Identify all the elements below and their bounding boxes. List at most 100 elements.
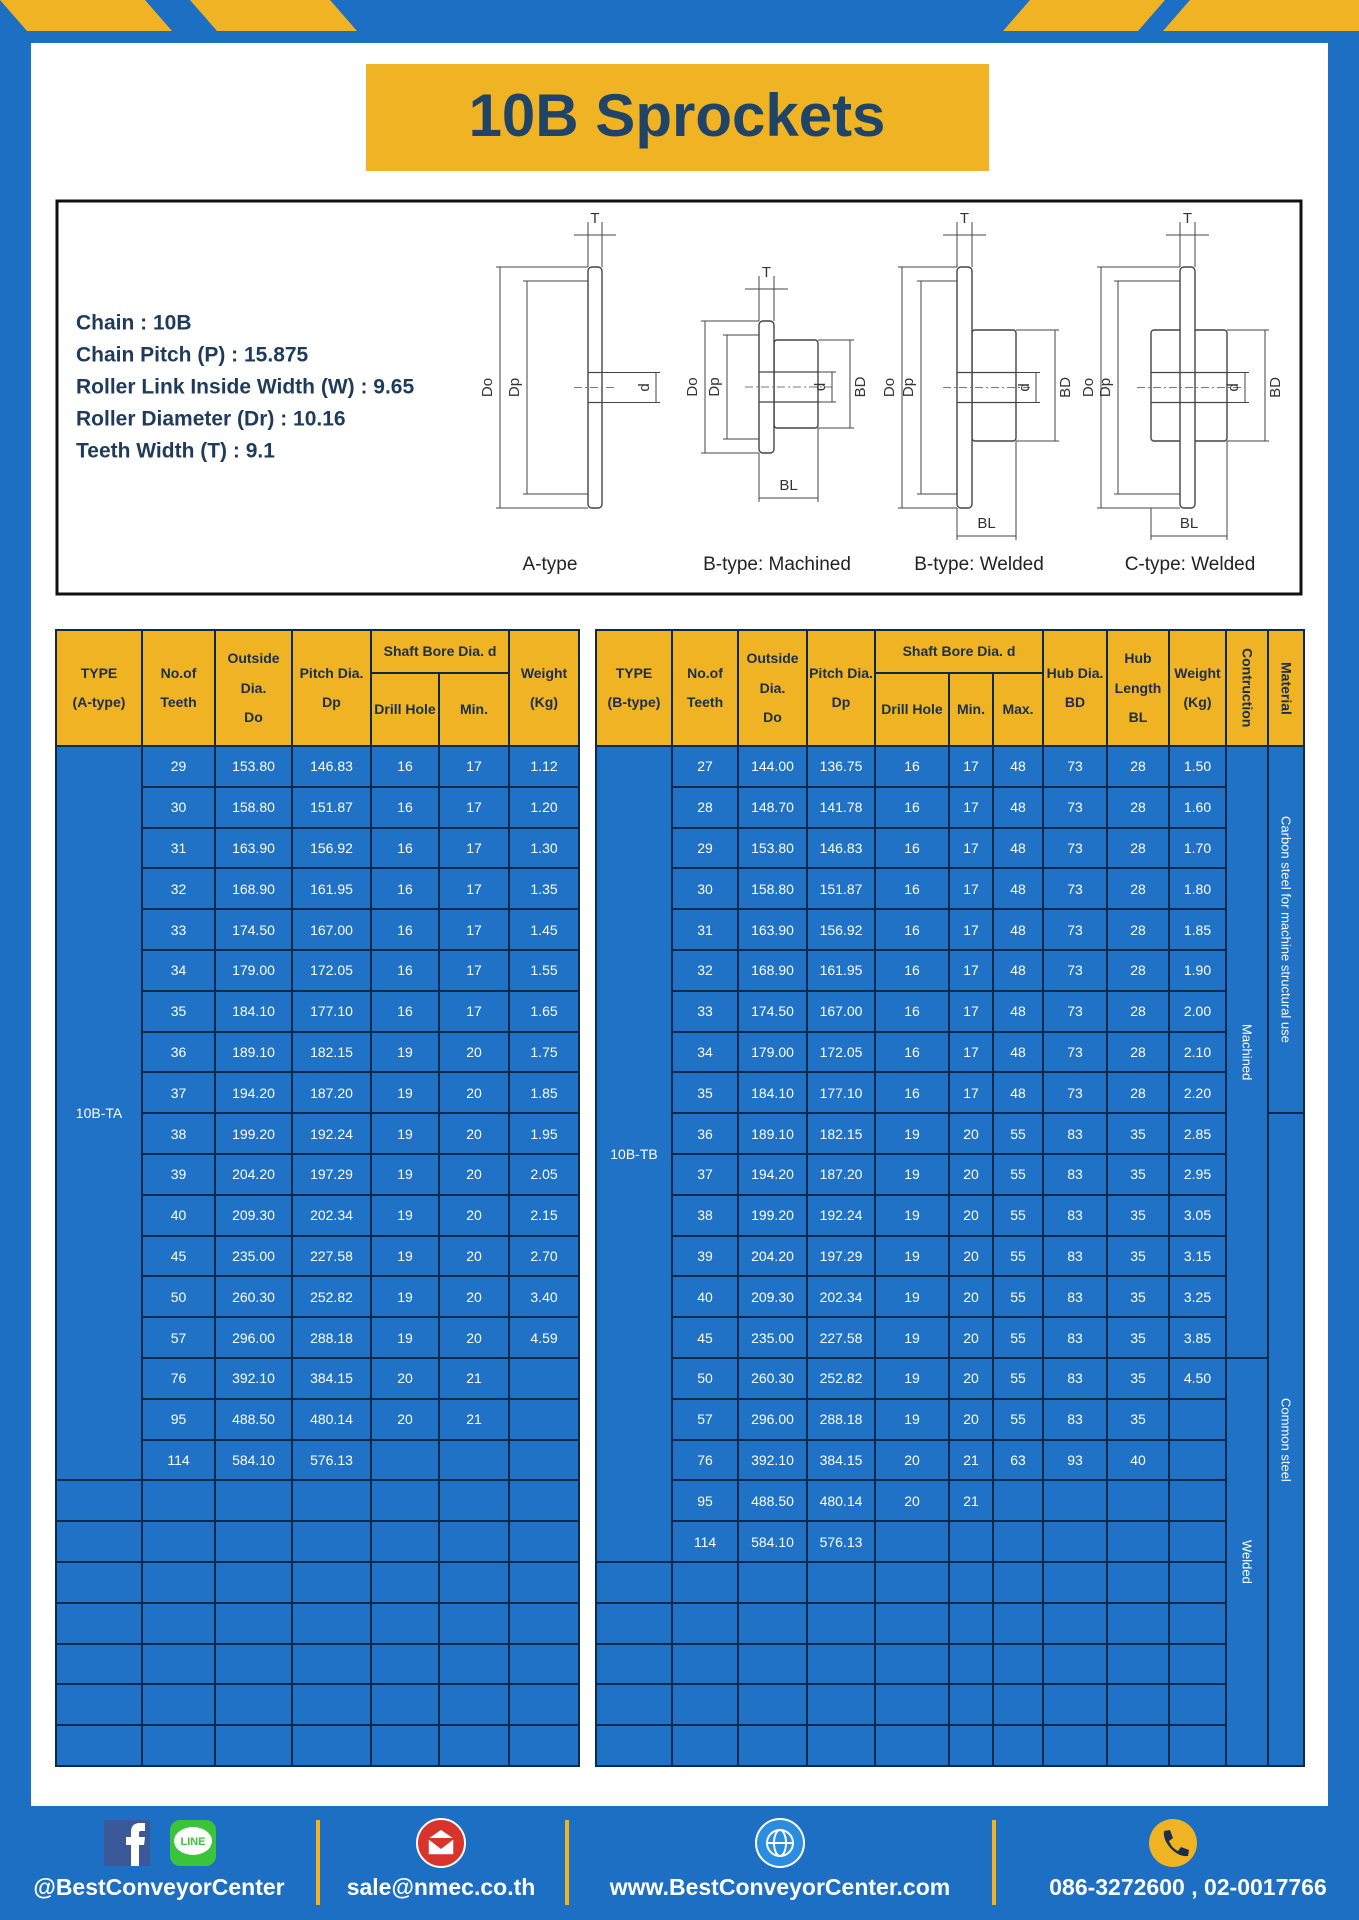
table-row: 10B-TB 27 144.00 136.75 16 17 48 73 28 1.50 Machin… <box>595 744 1305 1563</box>
table-cell: 20 <box>370 1356 440 1400</box>
table-cell: 28 <box>1106 1030 1170 1074</box>
table-cell: 57 <box>141 1316 216 1359</box>
table-cell: 192.24 <box>806 1193 876 1237</box>
table-cell: 33 <box>671 989 739 1033</box>
table-cell: 3.25 <box>1168 1275 1227 1319</box>
empty-cell <box>508 1356 581 1400</box>
empty-cell <box>55 1560 143 1604</box>
table-cell: 392.10 <box>737 1438 808 1482</box>
spec-line: Chain Pitch (P) : 15.875 <box>76 344 309 367</box>
column-header: Shaft Bore Dia. d <box>369 629 511 674</box>
table-row <box>55 1601 581 1645</box>
column-header: Weight (Kg) <box>1168 629 1227 747</box>
table-cell: 35 <box>1106 1152 1170 1196</box>
table-cell: 40 <box>141 1193 216 1237</box>
table-cell: 163.90 <box>214 826 293 870</box>
table-cell: 73 <box>1042 948 1108 992</box>
table-row: 30 158.80 151.87 16 17 1.20 <box>56 785 581 829</box>
table-cell: 163.90 <box>737 908 808 951</box>
table-cell: 1.30 <box>508 826 581 870</box>
column-header: Drill Hole <box>370 672 440 747</box>
line-bubble <box>174 1827 212 1855</box>
table-cell: 76 <box>141 1356 216 1400</box>
dimension-label: Dp <box>1097 378 1114 397</box>
table-cell: 17 <box>948 867 994 911</box>
table-cell: 19 <box>874 1193 950 1237</box>
table-cell: 28 <box>1106 1071 1170 1115</box>
table-cell: 1.75 <box>508 1030 581 1074</box>
table-cell: 48 <box>992 745 1044 788</box>
table-cell: 1.20 <box>508 785 581 829</box>
empty-cell <box>370 1479 440 1523</box>
empty-cell <box>291 1479 372 1523</box>
table-cell: 204.20 <box>737 1234 808 1278</box>
dimension-label: BL <box>779 477 797 494</box>
table-row: 34 179.00 172.05 16 17 1.55 <box>56 948 581 992</box>
table-cell: 30 <box>141 785 216 829</box>
table-cell: 21 <box>948 1479 994 1523</box>
table-cell: 17 <box>948 785 994 829</box>
column-header: No.of Teeth <box>671 629 739 747</box>
empty-cell <box>671 1724 739 1767</box>
table-cell: 252.82 <box>291 1275 372 1319</box>
table-cell: 17 <box>948 1071 994 1115</box>
table-cell: 48 <box>992 785 1044 829</box>
table-cell: 40 <box>1106 1438 1170 1482</box>
table-cell: 83 <box>1042 1193 1108 1237</box>
table-cell: 146.83 <box>291 745 372 788</box>
table-row: 37 194.20 187.20 19 20 1.85 <box>56 1071 581 1115</box>
table-cell: 296.00 <box>214 1316 293 1359</box>
dimension-label: d <box>812 383 829 391</box>
empty-cell <box>948 1683 994 1727</box>
empty-cell <box>437 1642 511 1686</box>
empty-cell <box>508 1560 581 1604</box>
table-cell: 488.50 <box>737 1479 808 1523</box>
table-cell: 35 <box>1106 1275 1170 1319</box>
table-cell: 167.00 <box>291 908 372 951</box>
empty-cell <box>370 1642 440 1686</box>
table-cell: 17 <box>948 1030 994 1074</box>
dimension-label: Dp <box>706 377 723 396</box>
table-cell: 48 <box>992 908 1044 951</box>
table-cell: 179.00 <box>737 1030 808 1074</box>
empty-cell <box>508 1724 581 1767</box>
empty-cell <box>141 1724 216 1767</box>
empty-cell <box>874 1642 950 1686</box>
diagram-box <box>55 199 1303 596</box>
table-cell: 151.87 <box>291 785 372 829</box>
table-row <box>55 1560 581 1604</box>
table-cell: 260.30 <box>214 1275 293 1319</box>
table-cell: 19 <box>874 1316 950 1359</box>
table-cell: 34 <box>141 948 216 992</box>
table-cell: 33 <box>141 908 216 951</box>
table-cell: 187.20 <box>806 1152 876 1196</box>
table-cell: 114 <box>671 1520 739 1563</box>
table-cell: 168.90 <box>737 948 808 992</box>
dimension-label: Do <box>1080 378 1097 397</box>
dimension-label: Do <box>684 377 701 396</box>
construction-cell: Welded <box>1225 1356 1269 1767</box>
table-cell: 252.82 <box>806 1356 876 1400</box>
empty-cell <box>1106 1683 1170 1727</box>
table-cell: 93 <box>1042 1438 1108 1482</box>
table-cell: 202.34 <box>291 1193 372 1237</box>
table-cell: 184.10 <box>737 1071 808 1115</box>
column-header: Pitch Dia. Dp <box>806 629 876 747</box>
table-row <box>55 1479 581 1523</box>
table-cell: 172.05 <box>806 1030 876 1074</box>
title-box <box>366 64 989 171</box>
empty-cell <box>214 1520 293 1563</box>
material-cell: Common steel <box>1267 1112 1305 1767</box>
empty-cell <box>1168 1438 1227 1482</box>
table-cell: 584.10 <box>214 1438 293 1482</box>
table-row: 45 235.00 227.58 19 20 2.70 <box>56 1234 581 1278</box>
table-cell: 141.78 <box>806 785 876 829</box>
table-row: 50 260.30 252.82 19 20 55 83 35 4.50 Welded <box>596 1356 1304 1767</box>
empty-cell <box>874 1683 950 1727</box>
column-header: No.of Teeth <box>141 629 216 747</box>
empty-cell <box>508 1683 581 1727</box>
table-cell: 20 <box>370 1397 440 1441</box>
diagram-caption: C-type: Welded <box>1125 554 1256 575</box>
empty-cell <box>595 1724 673 1767</box>
